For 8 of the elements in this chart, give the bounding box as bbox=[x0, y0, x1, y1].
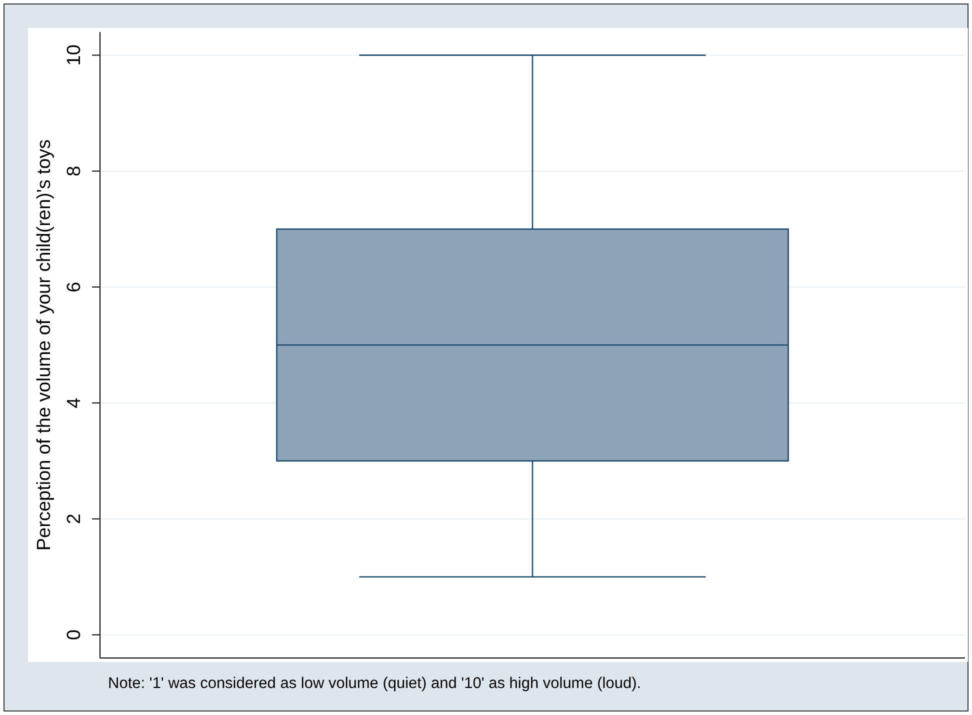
y-tick-label: 0 bbox=[64, 630, 85, 640]
y-axis-title: Perception of the volume of your child(ren)'s toys bbox=[34, 139, 55, 551]
y-tick-label: 2 bbox=[64, 514, 85, 524]
y-tick-label: 6 bbox=[64, 282, 85, 292]
y-tick-label: 4 bbox=[64, 397, 85, 408]
y-tick-label: 8 bbox=[64, 166, 85, 176]
text: Note: '1' was considered as low volume (quiet) and '10' as high volume (loud). bbox=[108, 675, 642, 692]
y-tick-label: 10 bbox=[64, 44, 85, 66]
